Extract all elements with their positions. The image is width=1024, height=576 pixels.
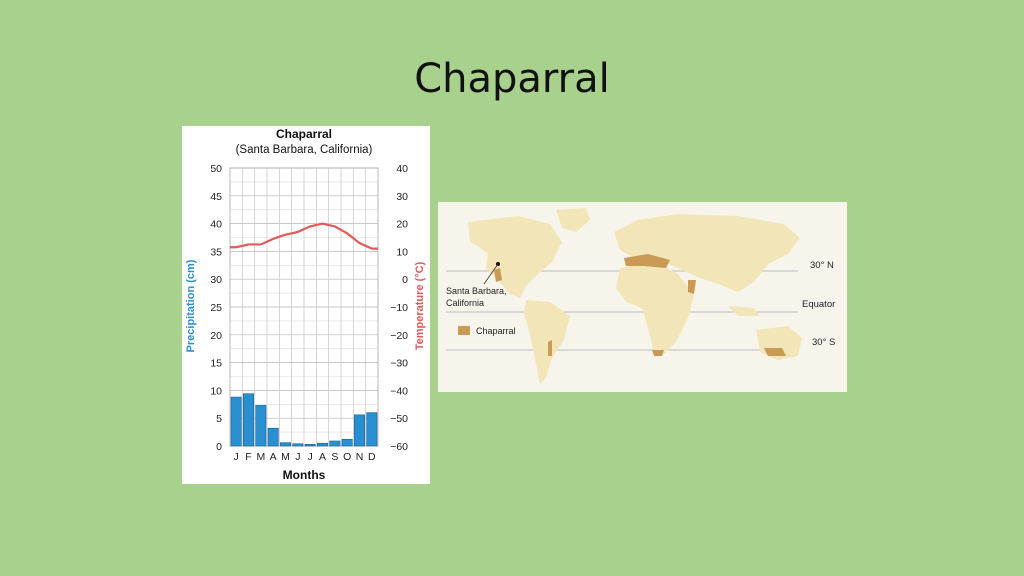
x-tick-label: A: [270, 451, 277, 463]
landmass-north-america: [468, 216, 562, 298]
precipitation-bars: [230, 393, 378, 447]
precipitation-bar: [366, 412, 378, 447]
precipitation-bar: [341, 439, 353, 447]
legend-swatch: [458, 326, 470, 335]
lat-label-30s: 30° S: [812, 337, 835, 348]
x-tick-label: M: [256, 451, 265, 463]
precipitation-bar: [354, 414, 365, 447]
x-tick-label: D: [368, 451, 376, 463]
y-left-tick-label: 15: [210, 358, 222, 370]
precipitation-bar: [280, 442, 291, 447]
landmass-greenland: [556, 208, 590, 232]
y-right-tick-label: 0: [402, 274, 408, 286]
y-right-tick-label: −60: [390, 441, 408, 453]
landmass-indonesia: [728, 306, 760, 316]
y-right-tick-label: 40: [396, 163, 408, 175]
y-right-axis-label: Temperature (°C): [414, 261, 426, 350]
climatogram-chart: Chaparral (Santa Barbara, California) 50…: [185, 127, 426, 482]
y-left-tick-label: 0: [216, 441, 222, 453]
x-tick-label: M: [281, 451, 290, 463]
world-map: Santa Barbara, California Chaparral 30° …: [438, 202, 847, 392]
landmass-south-america: [524, 300, 570, 384]
y-left-tick-label: 50: [210, 163, 222, 175]
y-right-tick-label: −10: [390, 302, 408, 314]
world-map-panel: Santa Barbara, California Chaparral 30° …: [438, 202, 847, 392]
y-right-tick-label: −30: [390, 358, 408, 370]
precipitation-bar: [329, 440, 341, 447]
lat-label-30n: 30° N: [810, 260, 834, 271]
legend-label: Chaparral: [476, 326, 516, 336]
x-tick-label: A: [319, 451, 326, 463]
y-right-tick-label: 10: [396, 246, 408, 258]
x-axis-label: Months: [283, 468, 326, 482]
x-tick-label: J: [308, 451, 313, 463]
y-left-tick-label: 10: [210, 385, 222, 397]
precipitation-bar: [243, 393, 254, 447]
chaparral-south-africa: [652, 350, 664, 356]
y-left-axis-label: Precipitation (cm): [185, 259, 197, 352]
y-left-tick-label: 35: [210, 246, 222, 258]
y-right-tick-label: −50: [390, 413, 408, 425]
y-left-tick-label: 30: [210, 274, 222, 286]
x-tick-label: N: [356, 451, 364, 463]
precipitation-bar: [230, 396, 242, 447]
location-label-line1: Santa Barbara,: [446, 286, 507, 296]
x-tick-label: O: [343, 451, 351, 463]
climatogram-panel: Chaparral (Santa Barbara, California) 50…: [182, 126, 430, 484]
y-left-tick-label: 5: [216, 413, 222, 425]
y-right-tick-label: −40: [390, 385, 408, 397]
y-left-tick-label: 25: [210, 302, 222, 314]
chaparral-middle-east: [688, 280, 696, 294]
chaparral-mediterranean: [624, 254, 670, 268]
lat-label-equator: Equator: [802, 299, 835, 310]
y-left-tick-label: 45: [210, 191, 222, 203]
temperature-line: [230, 222, 378, 250]
chart-subtitle: (Santa Barbara, California): [236, 144, 373, 156]
chaparral-south-australia: [764, 348, 786, 356]
x-tick-label: J: [295, 451, 300, 463]
location-label-line2: California: [446, 298, 484, 308]
landmass-africa: [616, 262, 694, 354]
precipitation-bar: [317, 442, 328, 447]
slide-title: Chaparral: [414, 56, 610, 102]
precipitation-bar: [304, 444, 316, 447]
precipitation-bar: [267, 427, 279, 447]
y-right-tick-label: 30: [396, 191, 408, 203]
y-left-tick-label: 40: [210, 219, 222, 231]
x-tick-label: J: [234, 451, 239, 463]
landmass-eurasia: [614, 214, 800, 292]
chaparral-chile: [548, 340, 552, 356]
santa-barbara-pointer: [483, 263, 499, 285]
y-left-tick-label: 20: [210, 330, 222, 342]
chaparral-california: [494, 268, 502, 282]
y-right-tick-label: −20: [390, 330, 408, 342]
precipitation-bar: [292, 443, 304, 447]
temperature-line-group: [230, 222, 378, 250]
precipitation-bar: [255, 405, 267, 447]
x-tick-label: F: [245, 451, 251, 463]
grid: [229, 167, 379, 447]
y-right-tick-label: 20: [396, 219, 408, 231]
x-tick-label: S: [331, 451, 338, 463]
right-tick-labels: 40 30 20 10 0 −10 −20 −30 −40 −50 −60: [390, 163, 408, 453]
chart-title: Chaparral: [276, 127, 332, 141]
